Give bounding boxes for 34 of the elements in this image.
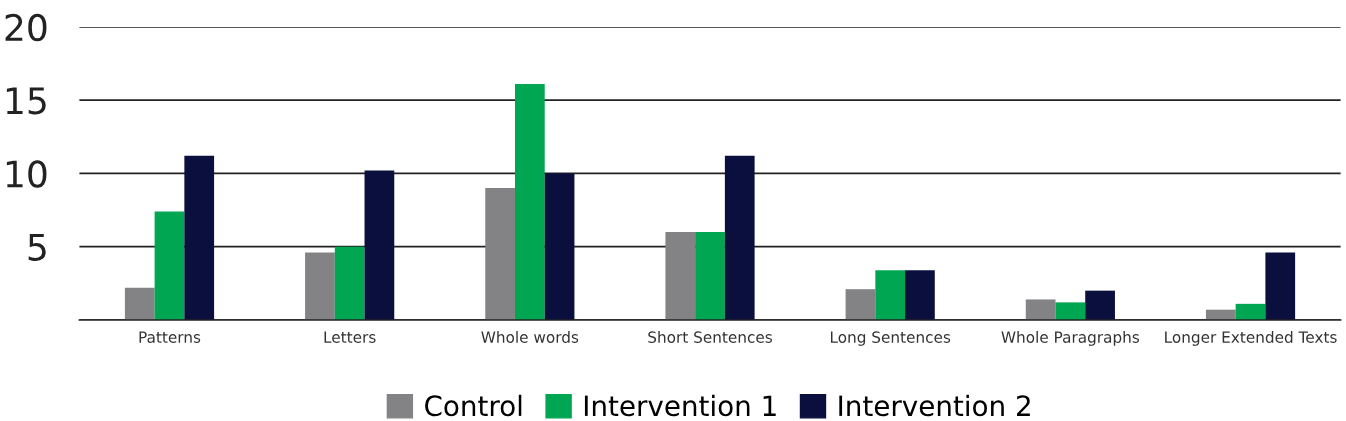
bar <box>184 155 215 320</box>
bar <box>1235 303 1266 320</box>
bar <box>305 252 335 320</box>
bar <box>334 246 365 320</box>
x-tick-label: Whole words <box>481 331 579 343</box>
bar <box>905 270 935 320</box>
y-tick-label: 20 <box>5 13 47 42</box>
legend-label: Intervention 2 <box>839 394 1030 417</box>
bar <box>695 232 725 320</box>
bar <box>544 173 575 320</box>
bar <box>1025 299 1056 320</box>
bar <box>1265 252 1296 320</box>
bar <box>875 270 906 320</box>
bar <box>124 287 155 320</box>
bar <box>364 170 395 320</box>
bar <box>845 289 876 320</box>
x-tick-label: Longer Extended Texts <box>1165 331 1337 346</box>
y-tick-label: 15 <box>6 87 46 115</box>
bar <box>724 155 755 320</box>
x-tick-label: Short Sentences <box>648 331 772 343</box>
x-tick-label: Long Sentences <box>830 331 951 346</box>
x-tick-label: Whole Paragraphs <box>1001 331 1140 346</box>
legend-label: Control <box>425 394 522 417</box>
legend-label: Intervention 1 <box>584 394 776 417</box>
bar <box>485 188 515 320</box>
bar <box>1055 302 1086 320</box>
x-tick-label: Patterns <box>139 331 201 343</box>
bar <box>154 211 185 320</box>
bar <box>665 232 696 320</box>
y-tick-label: 5 <box>28 234 46 261</box>
bar <box>1085 290 1115 320</box>
y-tick-label: 10 <box>6 160 47 188</box>
x-tick-label: Letters <box>324 331 376 343</box>
bar <box>514 84 545 320</box>
